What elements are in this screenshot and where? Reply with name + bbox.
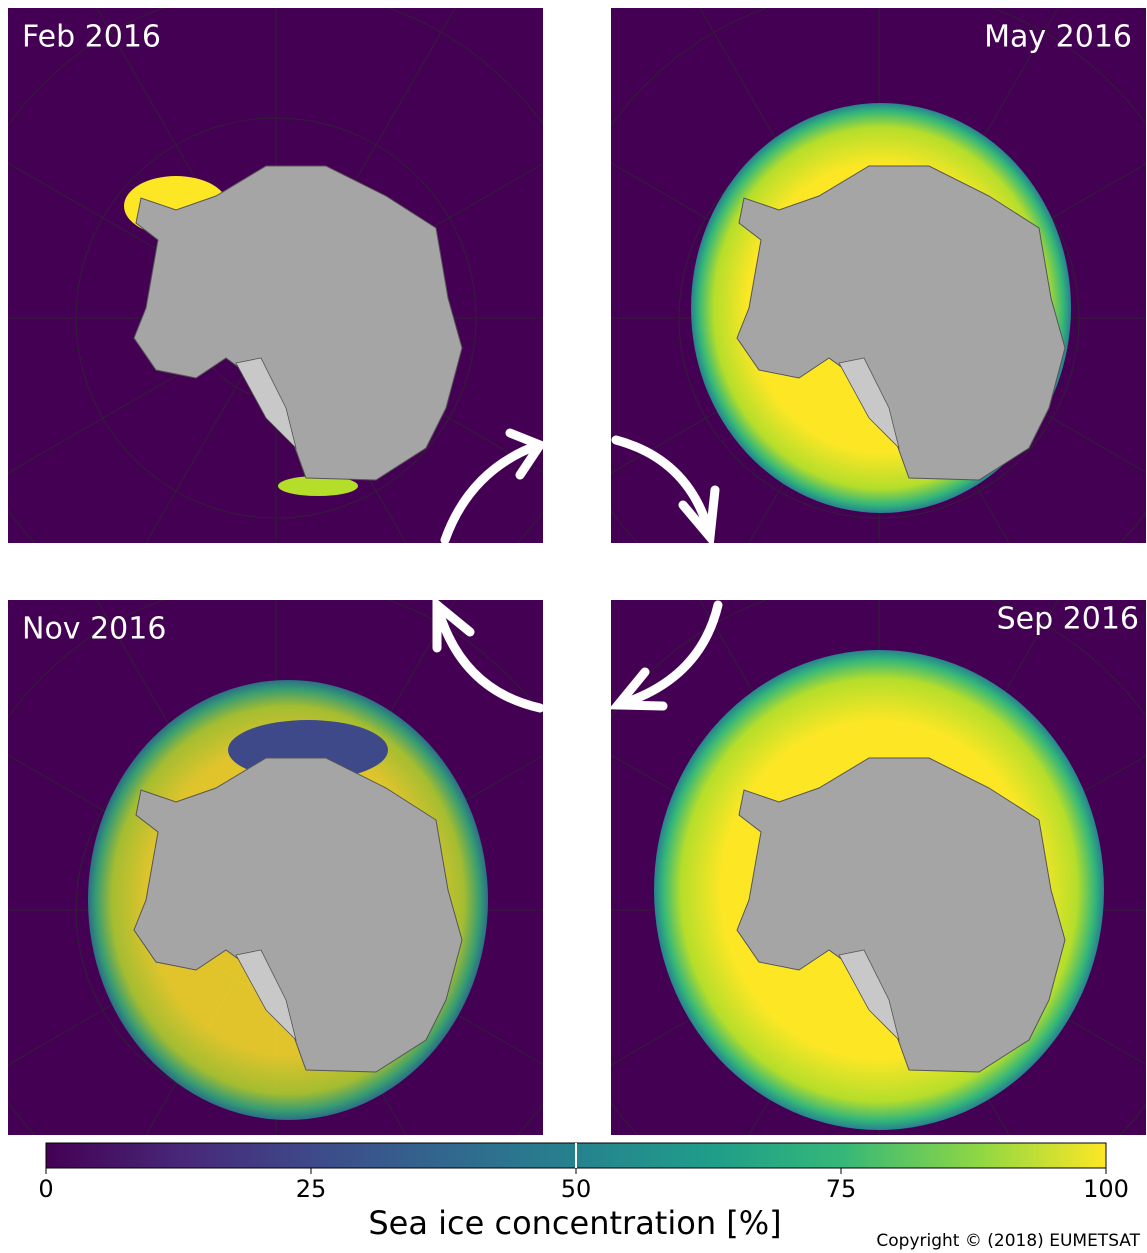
map-panel: Nov 2016 [0, 510, 676, 1253]
colorbar-label: Sea ice concentration [%] [368, 1204, 781, 1242]
panel-label: Nov 2016 [22, 612, 166, 647]
panel-label: Feb 2016 [22, 20, 161, 55]
tick-label: 25 [296, 1175, 327, 1203]
tick-label: 50 [561, 1175, 592, 1203]
colorbar: 0 25 50 75 100 [38, 1143, 1129, 1203]
panel-label: Sep 2016 [997, 602, 1139, 637]
tick-label: 100 [1083, 1175, 1129, 1203]
panel-label: May 2016 [984, 20, 1132, 55]
copyright: Copyright © (2018) EUMETSAT [876, 1231, 1140, 1251]
tick-label: 75 [826, 1175, 857, 1203]
map-panel: Sep 2016 [479, 510, 1147, 1253]
tick-label: 0 [38, 1175, 53, 1203]
figure: Feb 2016 May 2016 Nov 2016 Sep 2016 0 25 5… [0, 0, 1147, 1253]
